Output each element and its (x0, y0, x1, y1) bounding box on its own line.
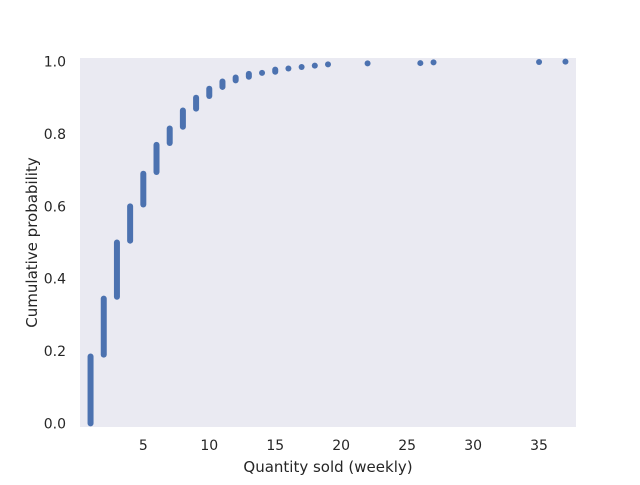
data-points (87, 58, 569, 427)
x-tick-label: 35 (530, 438, 548, 454)
x-axis-label: Quantity sold (weekly) (243, 458, 412, 476)
plot-background (80, 58, 576, 427)
y-tick-label: 0.8 (44, 127, 66, 143)
x-tick-label: 30 (464, 438, 482, 454)
data-point-x26 (417, 60, 424, 67)
data-point-x18 (311, 62, 318, 69)
y-axis-label: Cumulative probability (23, 157, 41, 328)
data-point-x17 (298, 64, 305, 71)
data-point-x14 (259, 69, 266, 76)
data-point-x27 (430, 59, 437, 66)
x-tick-labels: 5 10 15 20 25 30 35 (139, 438, 548, 454)
x-tick-label: 5 (139, 438, 148, 454)
y-tick-label: 0.6 (44, 199, 66, 215)
x-tick-label: 20 (332, 438, 350, 454)
y-tick-labels: 0.0 0.2 0.4 0.6 0.8 1.0 (44, 55, 66, 433)
data-point-x35 (536, 58, 543, 65)
data-point-x22 (364, 60, 371, 67)
data-point-x37 (562, 58, 569, 65)
y-tick-label: 1.0 (44, 55, 66, 71)
x-tick-label: 25 (398, 438, 416, 454)
x-tick-label: 10 (200, 438, 218, 454)
data-point-x19 (325, 61, 331, 68)
y-tick-label: 0.2 (44, 344, 66, 360)
data-point-x16 (285, 65, 292, 72)
x-tick-label: 15 (266, 438, 284, 454)
y-tick-label: 0.4 (44, 272, 66, 288)
y-tick-label: 0.0 (44, 416, 66, 432)
